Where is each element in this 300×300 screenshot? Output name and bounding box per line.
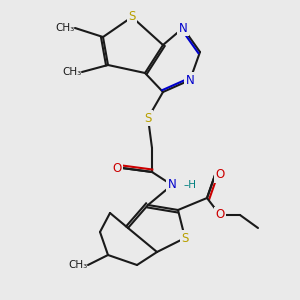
Text: CH₃: CH₃	[56, 23, 75, 33]
Text: O: O	[215, 208, 225, 221]
Text: –H: –H	[184, 180, 197, 190]
Text: S: S	[144, 112, 152, 124]
Text: S: S	[128, 11, 136, 23]
Text: S: S	[181, 232, 189, 244]
Text: CH₃: CH₃	[63, 67, 82, 77]
Text: N: N	[186, 74, 194, 86]
Text: N: N	[168, 178, 176, 191]
Text: O: O	[113, 161, 122, 175]
Text: O: O	[215, 169, 224, 182]
Text: CH₃: CH₃	[69, 260, 88, 270]
Text: N: N	[178, 22, 188, 34]
